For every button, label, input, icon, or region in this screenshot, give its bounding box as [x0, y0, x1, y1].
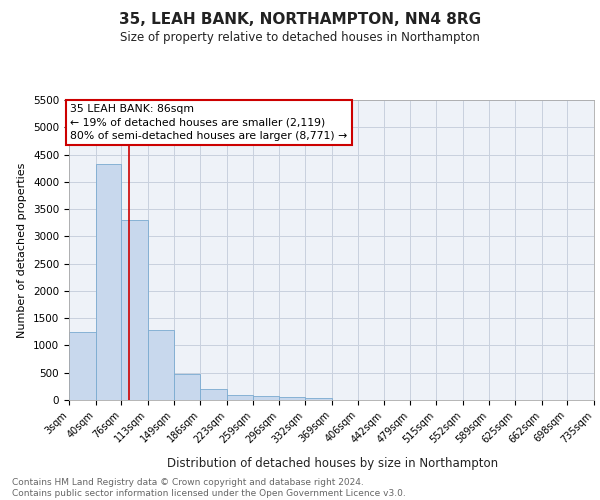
Y-axis label: Number of detached properties: Number of detached properties [17, 162, 28, 338]
Text: Size of property relative to detached houses in Northampton: Size of property relative to detached ho… [120, 31, 480, 44]
Bar [69, 332, 95, 400]
Text: Contains HM Land Registry data © Crown copyright and database right 2024.
Contai: Contains HM Land Registry data © Crown c… [12, 478, 406, 498]
Text: Distribution of detached houses by size in Northampton: Distribution of detached houses by size … [167, 458, 499, 470]
Text: 35, LEAH BANK, NORTHAMPTON, NN4 8RG: 35, LEAH BANK, NORTHAMPTON, NN4 8RG [119, 12, 481, 28]
Bar [148, 330, 174, 400]
Text: 35 LEAH BANK: 86sqm
← 19% of detached houses are smaller (2,119)
80% of semi-det: 35 LEAH BANK: 86sqm ← 19% of detached ho… [70, 104, 347, 141]
Bar [253, 396, 279, 400]
Bar [174, 374, 200, 400]
Bar [200, 390, 227, 400]
Bar [227, 395, 253, 400]
Bar [95, 164, 121, 400]
Bar [305, 398, 331, 400]
Bar [279, 398, 305, 400]
Bar [121, 220, 148, 400]
